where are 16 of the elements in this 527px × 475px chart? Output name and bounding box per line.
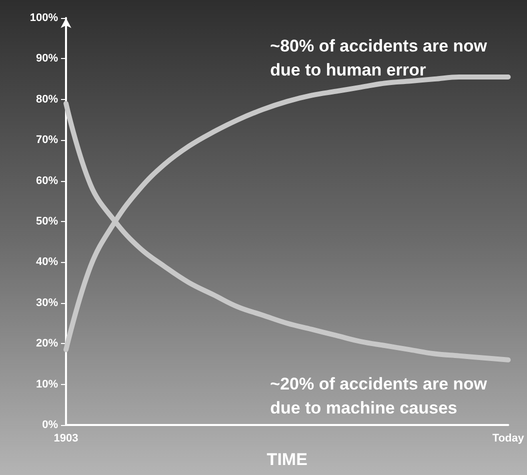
y-tick-label: 60%	[36, 174, 58, 187]
y-tick-label: 20%	[36, 338, 58, 350]
x-tick-label: 1903	[54, 432, 78, 444]
y-tick-label: 50%	[36, 216, 58, 228]
y-tick-label: 10%	[36, 378, 58, 390]
y-tick-label: 80%	[36, 93, 58, 106]
y-tick-label: 100%	[30, 12, 58, 24]
annotation: ~20% of accidents are now due to machine causes	[270, 374, 488, 418]
y-tick-label: 40%	[36, 256, 58, 268]
annotation: ~80% of accidents are now due to human error	[270, 36, 488, 80]
x-axis-title: TIME	[266, 450, 308, 469]
y-tick-label: 30%	[36, 296, 58, 309]
y-tick-label: 70%	[36, 134, 58, 146]
y-tick-label: 90%	[36, 52, 58, 65]
y-tick-label: 0%	[42, 419, 58, 431]
x-tick-label: Today	[492, 432, 525, 444]
